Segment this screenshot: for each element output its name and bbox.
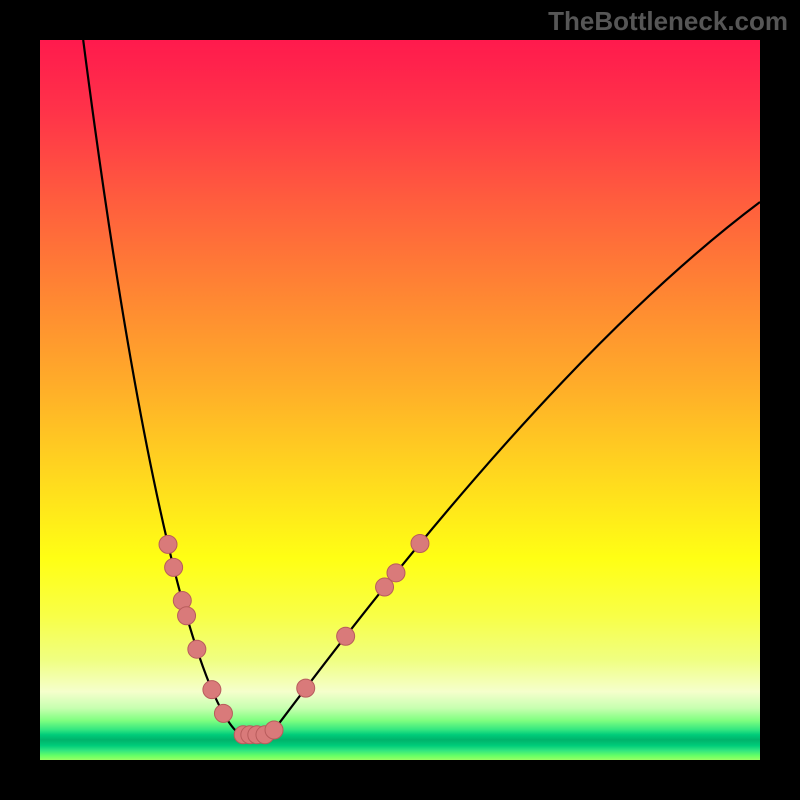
watermark-text: TheBottleneck.com [548,6,788,37]
sample-marker [178,607,196,625]
sample-marker [297,679,315,697]
bottleneck-curve [83,40,760,735]
sample-marker [188,640,206,658]
chart-frame: TheBottleneck.com [0,0,800,800]
sample-marker [165,558,183,576]
sample-marker [337,627,355,645]
plot-area [40,40,760,760]
sample-marker [387,564,405,582]
sample-marker [159,535,177,553]
sample-marker [214,704,232,722]
sample-marker [203,681,221,699]
bottleneck-curve-svg [40,40,760,760]
sample-marker [265,721,283,739]
sample-marker [411,535,429,553]
